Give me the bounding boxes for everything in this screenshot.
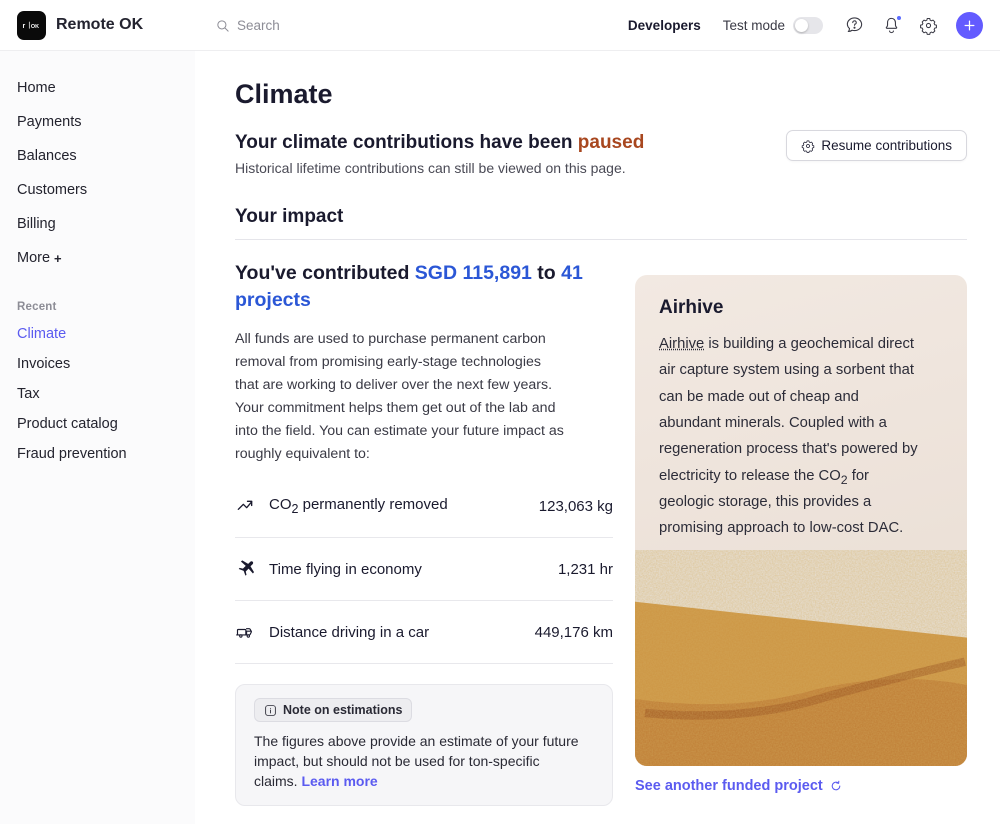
svg-text:OK: OK [31, 24, 39, 30]
svg-text:r: r [23, 23, 26, 30]
